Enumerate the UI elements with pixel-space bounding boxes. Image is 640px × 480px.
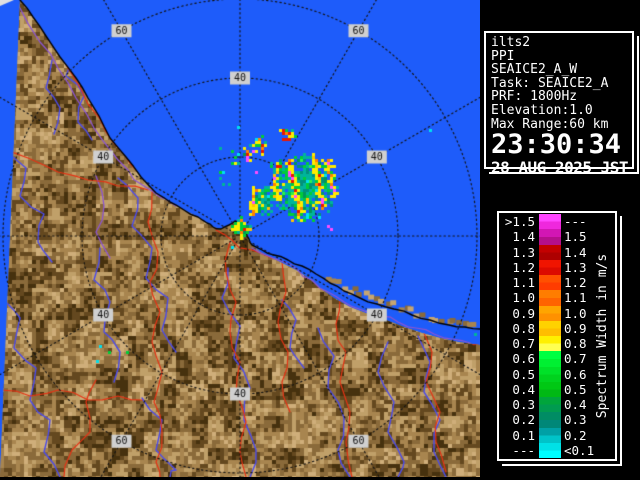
legend-right-value: 1.2: [564, 275, 587, 290]
legend-color-cell: [539, 229, 561, 245]
legend-color-cell: [539, 290, 561, 306]
legend-color-cell: [539, 366, 561, 382]
legend-color-scale: >1.5 --- 1.4 1.5 1.3 1.4 1.2 1.3 1.1 1.2 1.0 1.1 0.9…: [499, 214, 615, 458]
legend-right-value: 0.8: [564, 336, 587, 351]
legend-left-value: 0.5: [512, 366, 535, 382]
legend-left-value: ---: [512, 442, 535, 458]
radar-map-canvas: [0, 0, 480, 477]
legend-panel-shadow-border: [502, 216, 622, 466]
info-line: Task: SEAICE2_A: [491, 75, 609, 91]
legend-right-value: <0.1: [564, 442, 595, 458]
legend-color-cell: [539, 397, 561, 413]
legend-row: 1.1 1.2: [499, 275, 615, 291]
legend-color-cell: [539, 381, 561, 397]
legend-row: 0.6 0.7: [499, 351, 615, 367]
legend-left-value: 0.3: [512, 397, 535, 412]
legend-color-cell: [539, 275, 561, 291]
radar-info-lines: ilts2 PPI SEAICE2_A_W Task: SEAICE2_A PRF: 1…: [491, 36, 630, 131]
info-line: PRF: 1800Hz: [491, 89, 578, 105]
legend-color-cell: [539, 351, 561, 367]
legend-left-value: 1.0: [512, 290, 535, 306]
legend-left-value: 1.3: [512, 244, 535, 260]
legend-right-value: 0.9: [564, 320, 587, 336]
legend-row: --- <0.1: [499, 442, 615, 458]
legend-left-value: 0.2: [512, 412, 535, 428]
radar-info-panel: ilts2 PPI SEAICE2_A_W Task: SEAICE2_A PRF: 1…: [484, 31, 634, 176]
legend-left-value: 1.4: [512, 229, 535, 245]
legend-row: 1.4 1.5: [499, 229, 615, 245]
legend-color-cell: [539, 336, 561, 352]
legend-color-cell: [539, 442, 561, 458]
legend-right-value: 1.0: [564, 305, 587, 321]
legend-right-value: 0.2: [564, 427, 587, 443]
legend-right-value: 0.4: [564, 397, 587, 412]
legend-row: 0.2 0.3: [499, 412, 615, 428]
legend-row: 0.1 0.2: [499, 427, 615, 443]
info-panel-shadow-border: [489, 36, 639, 174]
legend-left-value: 0.8: [512, 320, 535, 336]
legend-left-value: 0.4: [512, 381, 535, 397]
legend-row: 0.4 0.5: [499, 381, 615, 397]
legend-left-value: 0.9: [512, 305, 535, 321]
info-line: ilts2: [491, 35, 531, 50]
legend-left-value: 1.1: [512, 275, 535, 290]
legend-row: 0.7 0.8: [499, 336, 615, 352]
legend-row: 0.8 0.9: [499, 320, 615, 336]
legend-color-cell: [539, 305, 561, 321]
radar-date: 28 AUG 2025 JST: [491, 158, 629, 178]
legend-color-cell: [539, 320, 561, 336]
legend-right-value: 0.3: [564, 412, 587, 428]
legend-left-value: 0.1: [512, 427, 535, 443]
legend-right-value: ---: [564, 214, 587, 229]
legend-right-value: 1.1: [564, 290, 587, 306]
legend-right-value: 1.5: [564, 229, 587, 245]
legend-right-value: 0.5: [564, 381, 587, 397]
info-line: PPI: [491, 48, 515, 64]
legend-row: 1.2 1.3: [499, 259, 615, 275]
legend-row: 0.9 1.0: [499, 305, 615, 321]
legend-left-value: 0.7: [512, 336, 535, 351]
info-line: SEAICE2_A_W: [491, 62, 578, 78]
legend-color-cell: [539, 214, 561, 230]
legend-row: 1.3 1.4: [499, 244, 615, 260]
legend-right-value: 0.6: [564, 366, 587, 382]
radar-clock: 23:30:34: [491, 129, 622, 161]
legend-row: 0.5 0.6: [499, 366, 615, 382]
legend-right-value: 1.4: [564, 244, 587, 260]
legend-row: 0.3 0.4: [499, 397, 615, 413]
info-line: Elevation:1.0: [491, 102, 593, 118]
legend-color-cell: [539, 259, 561, 275]
legend-color-cell: [539, 427, 561, 443]
legend-axis-title: Spectrum Width in m/s: [595, 253, 610, 419]
legend-color-cell: [539, 412, 561, 428]
info-line: Max Range:60 km: [491, 116, 609, 132]
legend-right-value: 1.3: [564, 259, 587, 275]
legend-left-value: 0.6: [512, 351, 535, 367]
legend-left-value: >1.5: [504, 214, 535, 229]
spectrum-width-legend: >1.5 --- 1.4 1.5 1.3 1.4 1.2 1.3 1.1 1.2 1.0 1.1 0.9…: [497, 211, 617, 461]
legend-row: >1.5 ---: [499, 214, 615, 230]
legend-color-cell: [539, 244, 561, 260]
legend-left-value: 1.2: [512, 259, 535, 275]
legend-right-value: 0.7: [564, 351, 587, 367]
legend-row: 1.0 1.1: [499, 290, 615, 306]
